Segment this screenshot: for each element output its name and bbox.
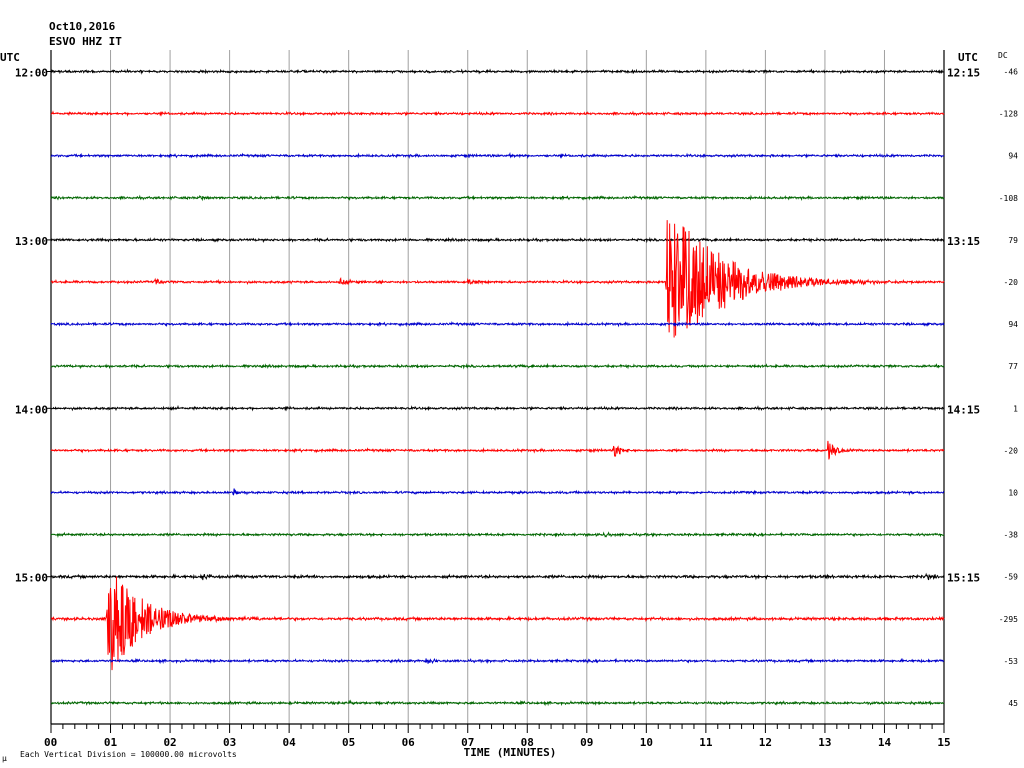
seismic-traces [50, 68, 945, 707]
time-axis: 00 01 02 03 04 05 06 07 08 09 10 11 12 13 14 15 [44, 723, 951, 749]
dc-offset-label: -53 [1004, 657, 1019, 666]
dc-offset-label: 77 [1008, 362, 1018, 371]
trace-row-7 [50, 362, 945, 370]
station-code: ESVO HHZ IT [49, 35, 122, 48]
x-tick-label: 03 [223, 736, 236, 749]
x-tick-label: 12 [759, 736, 772, 749]
x-tick-label: 10 [640, 736, 653, 749]
dc-offset-label: -295 [999, 615, 1018, 624]
time-grid [50, 50, 945, 724]
x-axis-label: TIME (MINUTES) [464, 746, 557, 759]
x-tick-label: 07 [461, 736, 474, 749]
trace-row-14 [50, 657, 945, 665]
row-labels: 12:00 12:15 -46 -128 94 -108 13:00 13:15 79 -20 94… [15, 67, 1018, 709]
hour-label-right: 15:15 [947, 572, 980, 585]
hour-label-left: 14:00 [15, 403, 48, 416]
dc-offset-label: 1 [1013, 404, 1018, 413]
hour-label-left: 12:00 [15, 67, 48, 80]
x-tick-label: 06 [402, 736, 416, 749]
left-timezone-label: UTC [0, 51, 20, 64]
trace-row-4 [50, 236, 945, 244]
dc-offset-label: -59 [1004, 573, 1019, 582]
dc-offset-label: -128 [999, 110, 1018, 119]
dc-offset-label: 79 [1008, 236, 1018, 245]
dc-offset-label: -38 [1004, 531, 1019, 540]
dc-offset-label: -108 [999, 194, 1018, 203]
x-tick-label: 08 [521, 736, 534, 749]
x-tick-label: 15 [937, 736, 950, 749]
record-date: Oct10,2016 [49, 20, 116, 33]
trace-row-3 [50, 194, 945, 202]
vertical-scale-note: Each Vertical Division = 100000.00 micro… [20, 750, 237, 759]
x-tick-label: 13 [818, 736, 831, 749]
dc-offset-label: 45 [1008, 699, 1018, 708]
trace-row-8 [50, 404, 945, 412]
x-tick-label: 02 [163, 736, 176, 749]
trace-row-5 [50, 220, 945, 338]
x-tick-label: 01 [104, 736, 118, 749]
dc-offset-label: 94 [1008, 320, 1018, 329]
trace-row-1 [50, 110, 945, 117]
x-tick-label: 05 [342, 736, 355, 749]
trace-row-0 [50, 68, 945, 75]
trace-row-15 [50, 699, 945, 707]
trace-row-12 [50, 572, 945, 581]
trace-row-13 [50, 576, 945, 671]
trace-row-9 [50, 440, 945, 460]
dc-offset-label: 94 [1008, 152, 1018, 161]
hour-label-left: 13:00 [15, 235, 48, 248]
x-tick-label: 11 [699, 736, 713, 749]
trace-row-6 [50, 320, 945, 328]
dc-offset-label: -46 [1004, 68, 1019, 77]
trace-row-2 [50, 151, 945, 159]
micro-symbol: μ [2, 754, 7, 763]
dc-offset-label: -20 [1004, 278, 1019, 287]
right-timezone-label: UTC [958, 51, 978, 64]
dc-column-header: DC [998, 51, 1008, 60]
x-tick-label: 04 [283, 736, 297, 749]
hour-label-left: 15:00 [15, 572, 48, 585]
x-tick-label: 09 [580, 736, 593, 749]
hour-label-right: 13:15 [947, 235, 980, 248]
hour-label-right: 12:15 [947, 67, 980, 80]
x-tick-label: 14 [878, 736, 892, 749]
hour-label-right: 14:15 [947, 403, 980, 416]
trace-row-11 [50, 531, 945, 538]
dc-offset-label: -20 [1004, 446, 1019, 455]
trace-row-10 [50, 488, 945, 496]
x-tick-label: 00 [44, 736, 57, 749]
dc-offset-label: 10 [1008, 489, 1018, 498]
